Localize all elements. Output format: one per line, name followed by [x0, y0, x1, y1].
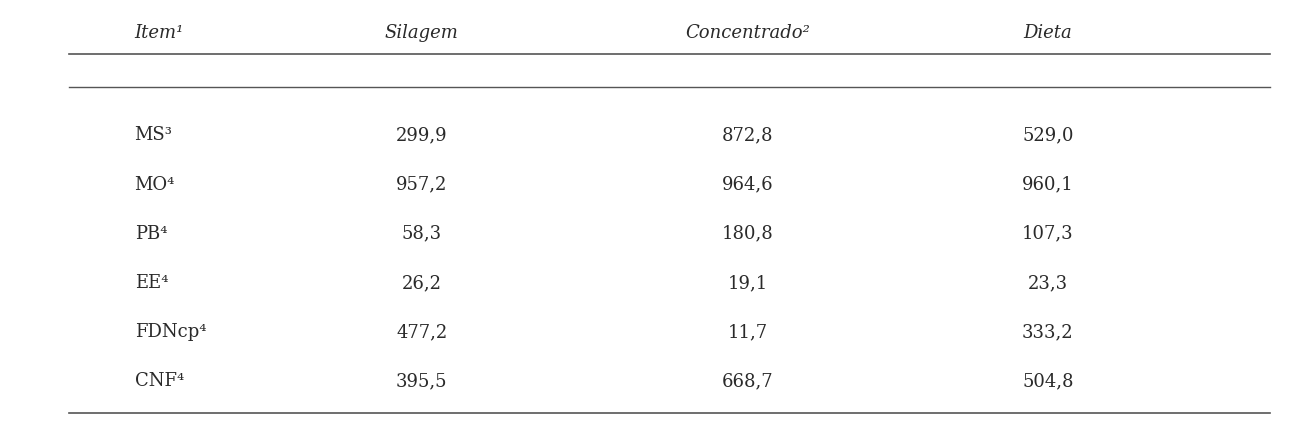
Text: 11,7: 11,7 [727, 323, 768, 341]
Text: Item¹: Item¹ [135, 24, 184, 42]
Text: 960,1: 960,1 [1022, 176, 1074, 193]
Text: MS³: MS³ [135, 126, 172, 144]
Text: EE⁴: EE⁴ [135, 274, 168, 292]
Text: 58,3: 58,3 [402, 225, 441, 243]
Text: 299,9: 299,9 [395, 126, 448, 144]
Text: 19,1: 19,1 [727, 274, 768, 292]
Text: 504,8: 504,8 [1022, 372, 1074, 390]
Text: 964,6: 964,6 [722, 176, 773, 193]
Text: PB⁴: PB⁴ [135, 225, 167, 243]
Text: 395,5: 395,5 [397, 372, 448, 390]
Text: MO⁴: MO⁴ [135, 176, 175, 193]
Text: Dieta: Dieta [1024, 24, 1073, 42]
Text: 333,2: 333,2 [1022, 323, 1074, 341]
Text: Silagem: Silagem [385, 24, 458, 42]
Text: 957,2: 957,2 [397, 176, 448, 193]
Text: 872,8: 872,8 [722, 126, 773, 144]
Text: 477,2: 477,2 [397, 323, 448, 341]
Text: 107,3: 107,3 [1022, 225, 1074, 243]
Text: 668,7: 668,7 [722, 372, 773, 390]
Text: 180,8: 180,8 [722, 225, 773, 243]
Text: 26,2: 26,2 [402, 274, 441, 292]
Text: Concentrado²: Concentrado² [685, 24, 810, 42]
Text: 529,0: 529,0 [1022, 126, 1074, 144]
Text: FDNcp⁴: FDNcp⁴ [135, 323, 206, 341]
Text: 23,3: 23,3 [1028, 274, 1067, 292]
Text: CNF⁴: CNF⁴ [135, 372, 184, 390]
